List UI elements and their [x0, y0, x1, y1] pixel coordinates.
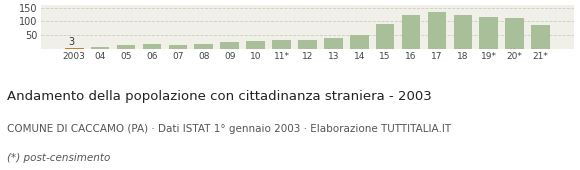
Bar: [246, 41, 265, 49]
Bar: [350, 35, 368, 49]
Bar: [427, 12, 446, 49]
Bar: [298, 40, 317, 49]
Bar: [505, 18, 524, 49]
Text: (*) post-censimento: (*) post-censimento: [7, 153, 110, 163]
Text: Andamento della popolazione con cittadinanza straniera - 2003: Andamento della popolazione con cittadin…: [7, 90, 432, 103]
Bar: [272, 40, 291, 49]
Bar: [169, 45, 187, 49]
Bar: [376, 24, 394, 49]
Bar: [454, 15, 472, 49]
Bar: [90, 47, 110, 49]
Bar: [531, 25, 550, 49]
Bar: [194, 44, 213, 49]
Bar: [143, 44, 161, 49]
Bar: [480, 17, 498, 49]
Text: 3: 3: [68, 37, 75, 47]
Text: COMUNE DI CACCAMO (PA) · Dati ISTAT 1° gennaio 2003 · Elaborazione TUTTITALIA.IT: COMUNE DI CACCAMO (PA) · Dati ISTAT 1° g…: [7, 124, 451, 134]
Bar: [117, 45, 135, 49]
Bar: [65, 48, 84, 49]
Bar: [324, 38, 343, 49]
Bar: [220, 42, 239, 49]
Bar: [402, 15, 420, 49]
